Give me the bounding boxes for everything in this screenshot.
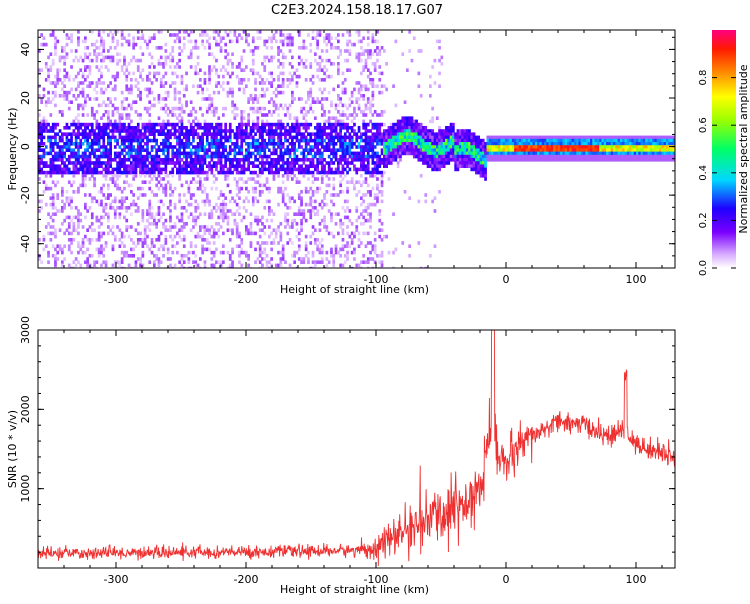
x-tick-label: 0 <box>503 273 510 286</box>
y-tick-label: 0 <box>19 143 32 150</box>
colorbar-gradient <box>712 30 736 268</box>
y-tick-label: 2000 <box>19 395 32 423</box>
snr-y-label: SNR (10 * v/v) <box>6 410 19 488</box>
spectrogram-x-label: Height of straight line (km) <box>280 283 429 296</box>
y-tick-label: 20 <box>19 91 32 105</box>
colorbar-tick-label: 0.6 <box>698 117 709 133</box>
y-tick-label: -20 <box>19 186 32 204</box>
y-tick-label: -40 <box>19 235 32 253</box>
x-tick-label: 0 <box>503 573 510 586</box>
colorbar-tick-label: 0.4 <box>698 165 709 181</box>
x-tick-label: -300 <box>104 573 129 586</box>
x-tick-label: 100 <box>626 273 647 286</box>
x-tick-label: -200 <box>234 273 259 286</box>
y-tick-label: 40 <box>19 42 32 56</box>
snr-x-label: Height of straight line (km) <box>280 583 429 596</box>
colorbar-tick-label: 0.0 <box>698 260 709 276</box>
colorbar: 0.0 0.2 0.4 0.6 0.8 Normalized spectral ampl… <box>698 30 750 276</box>
snr-background <box>38 330 675 568</box>
x-tick-label: 100 <box>626 573 647 586</box>
colorbar-label: Normalized spectral amplitude <box>737 64 750 233</box>
colorbar-tick-label: 0.2 <box>698 212 709 228</box>
x-tick-label: -300 <box>104 273 129 286</box>
spectrogram-y-label: Frequency (Hz) <box>6 108 19 191</box>
figure-title: C2E3.2024.158.18.17.G07 <box>271 3 443 18</box>
y-tick-label: 3000 <box>19 316 32 344</box>
x-tick-label: -200 <box>234 573 259 586</box>
y-tick-label: 1000 <box>19 475 32 503</box>
colorbar-tick-label: 0.8 <box>698 70 709 86</box>
